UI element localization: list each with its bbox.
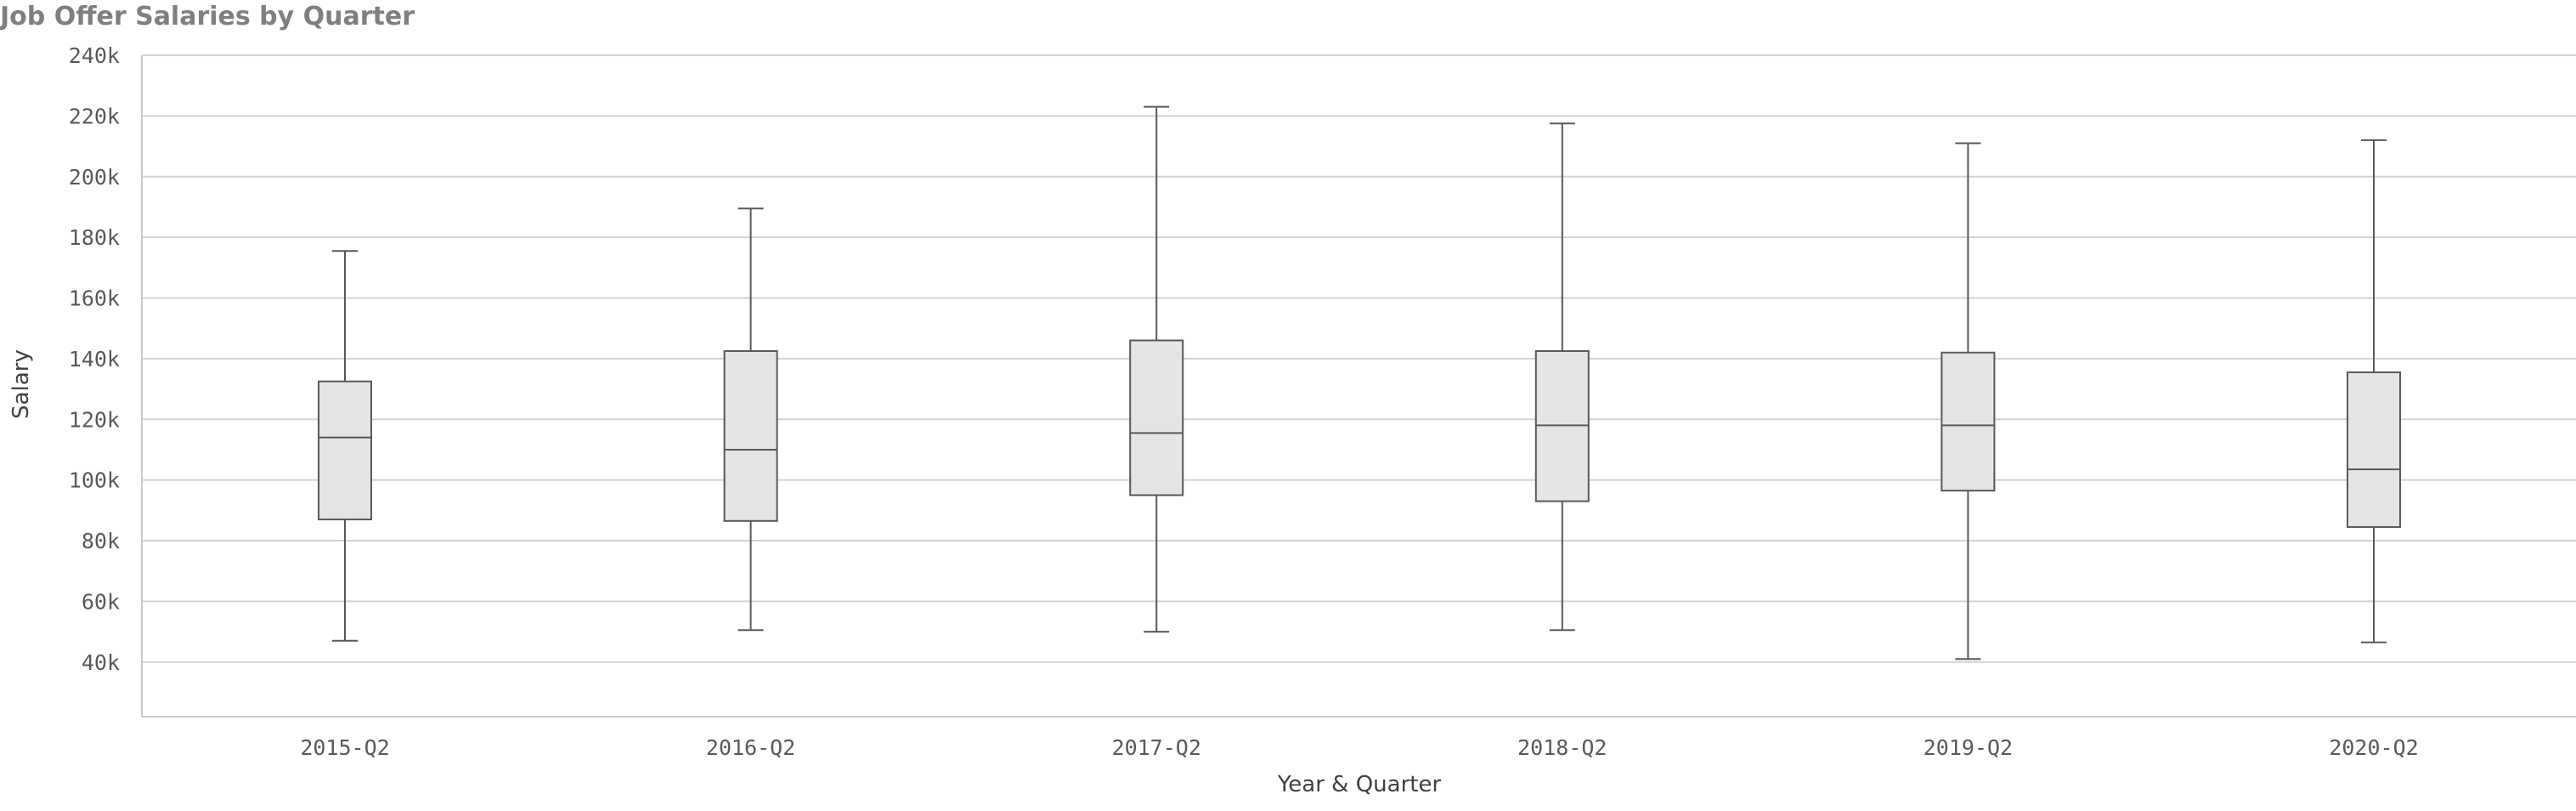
- x-tick-label: 2018-Q2: [1517, 735, 1607, 760]
- y-tick-label: 240k: [69, 43, 120, 68]
- box-2019-Q2: [1940, 142, 1996, 661]
- boxes: [318, 105, 2401, 661]
- y-tick-label: 100k: [69, 468, 120, 493]
- iqr-box: [2347, 371, 2401, 528]
- box-2016-Q2: [723, 207, 778, 632]
- y-tick-label: 80k: [82, 529, 120, 553]
- y-axis-title: Salary: [8, 349, 34, 419]
- y-tick-label: 160k: [69, 286, 120, 311]
- x-axis-ticks: 2015-Q2 2016-Q2 2017-Q2 2018-Q2 2019-Q2 2020-…: [300, 735, 2418, 760]
- axes: [141, 55, 2576, 717]
- iqr-box: [1129, 339, 1184, 496]
- grid-lines: [142, 54, 2576, 663]
- y-axis-ticks: 40k 60k 80k 100k 120k 140k 160k 180k 200k 220k 240…: [69, 43, 120, 675]
- x-tick-label: 2016-Q2: [706, 735, 795, 760]
- box-2020-Q2: [2347, 139, 2401, 644]
- y-tick-label: 120k: [69, 407, 120, 432]
- iqr-box: [723, 349, 778, 522]
- iqr-box: [318, 380, 372, 521]
- y-tick-label: 180k: [69, 225, 120, 250]
- y-tick-label: 140k: [69, 347, 120, 371]
- y-tick-label: 60k: [82, 589, 120, 614]
- iqr-box: [1940, 351, 1996, 492]
- y-tick-label: 40k: [82, 650, 120, 675]
- box-2017-Q2: [1129, 105, 1184, 633]
- y-tick-label: 220k: [69, 104, 120, 128]
- chart-title: Job Offer Salaries by Quarter: [0, 2, 415, 31]
- x-axis-title: Year & Quarter: [1277, 772, 1442, 797]
- x-tick-label: 2015-Q2: [300, 735, 389, 760]
- x-tick-label: 2017-Q2: [1112, 735, 1201, 760]
- box-2015-Q2: [318, 250, 372, 642]
- x-tick-label: 2019-Q2: [1924, 735, 2013, 760]
- y-tick-label: 200k: [69, 165, 120, 190]
- box-2018-Q2: [1534, 122, 1590, 632]
- x-tick-label: 2020-Q2: [2329, 735, 2418, 760]
